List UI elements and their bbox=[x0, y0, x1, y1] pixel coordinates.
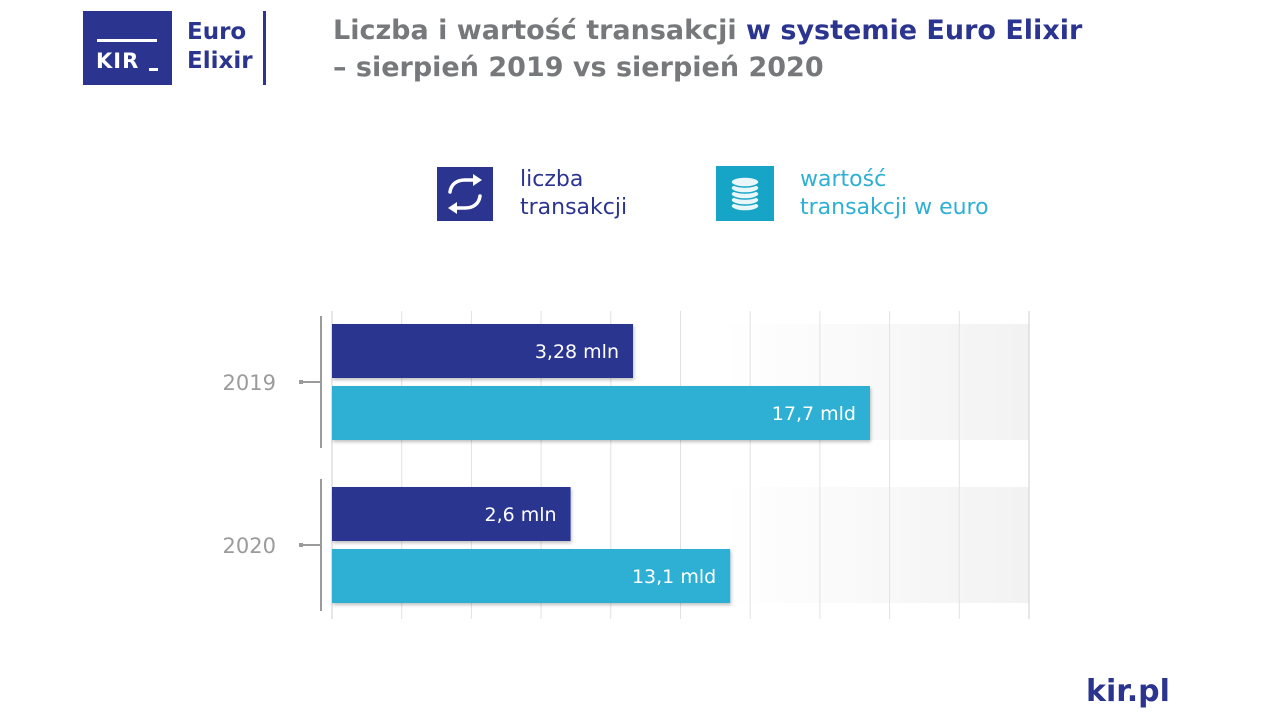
logo-underscore-icon bbox=[149, 68, 158, 71]
coin-stack-icon bbox=[716, 166, 774, 221]
bar-count-2019 bbox=[332, 324, 633, 378]
legend-value-line2: transakcji w euro bbox=[800, 195, 989, 220]
bar-count-2020 bbox=[332, 487, 571, 541]
category-label-2019: 2019 bbox=[223, 371, 276, 395]
bar-value-2019 bbox=[332, 386, 870, 440]
legend-value-line1: wartość bbox=[800, 167, 887, 192]
title-line1: Liczba i wartość transakcji w systemie E… bbox=[333, 12, 1082, 49]
group-background-2020 bbox=[722, 487, 1029, 603]
kir-logo: KIR bbox=[83, 11, 172, 85]
logo-product-name: Euro Elixir bbox=[187, 18, 253, 76]
legend-label-count: liczba transakcji bbox=[520, 166, 627, 222]
arrows-exchange-icon bbox=[437, 167, 493, 221]
logo-mark: KIR bbox=[96, 49, 140, 73]
title-part1: Liczba i wartość transakcji bbox=[333, 15, 737, 46]
category-label-2020: 2020 bbox=[223, 534, 276, 558]
legend-count-line1: liczba bbox=[520, 167, 584, 192]
bar-label-value-2020: 13,1 mld bbox=[632, 566, 716, 588]
category-tick-dot-2019 bbox=[299, 380, 303, 384]
bar-label-value-2019: 17,7 mld bbox=[772, 403, 856, 425]
category-tick-dot-2020 bbox=[299, 543, 303, 547]
legend-label-value: wartość transakcji w euro bbox=[800, 166, 989, 222]
logo-product-line1: Euro bbox=[187, 19, 247, 45]
legend-count-line2: transakcji bbox=[520, 195, 628, 220]
bar-value-2020 bbox=[332, 549, 731, 603]
bar-label-count-2020: 2,6 mln bbox=[485, 504, 557, 526]
logo-product-line2: Elixir bbox=[187, 48, 253, 74]
page-title: Liczba i wartość transakcji w systemie E… bbox=[333, 12, 1082, 86]
logo-divider bbox=[263, 11, 266, 85]
bar-label-count-2019: 3,28 mln bbox=[535, 341, 619, 363]
site-link[interactable]: kir.pl bbox=[1086, 674, 1170, 709]
title-part2: w systemie Euro Elixir bbox=[736, 15, 1083, 46]
logo-bar-icon bbox=[97, 39, 157, 42]
title-line2: – sierpień 2019 vs sierpień 2020 bbox=[333, 52, 824, 83]
